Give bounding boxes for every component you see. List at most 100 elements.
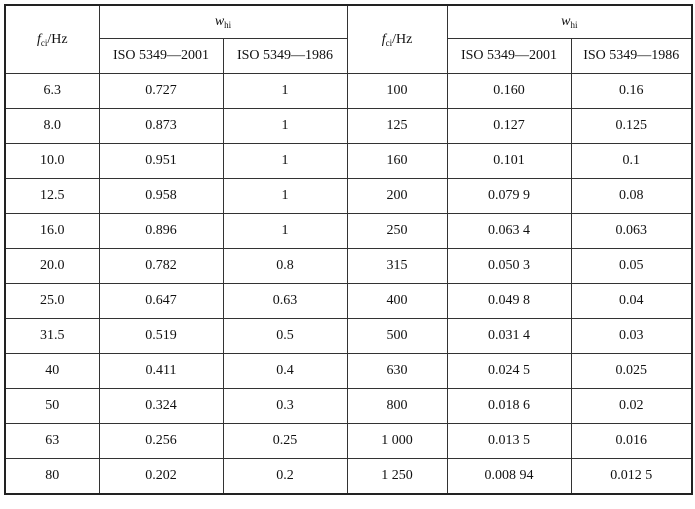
- freq-cell: 50: [4, 388, 100, 424]
- iso1986-cell: 0.3: [222, 388, 348, 424]
- iso2001-cell: 0.951: [98, 143, 224, 179]
- freq-cell: 6.3: [4, 73, 100, 109]
- freq-cell: 31.5: [4, 318, 100, 354]
- iso2001-cell: 0.127: [446, 108, 572, 144]
- freq-cell: 25.0: [4, 283, 100, 319]
- col-iso-2001-left: ISO 5349—2001: [98, 38, 224, 74]
- freq-cell: 315: [346, 248, 448, 284]
- freq-unit: /Hz: [392, 31, 413, 47]
- iso1986-cell: 0.125: [570, 108, 694, 144]
- freq-cell: 500: [346, 318, 448, 354]
- iso2001-cell: 0.324: [98, 388, 224, 424]
- iso1986-cell: 0.016: [570, 423, 694, 459]
- iso2001-cell: 0.202: [98, 458, 224, 495]
- table-body: 6.3 0.727 1 100 0.160 0.16 8.0 0.873 1 125 0.127 0.…: [4, 73, 694, 495]
- iso2001-cell: 0.013 5: [446, 423, 572, 459]
- freq-cell: 1 250: [346, 458, 448, 495]
- iso2001-cell: 0.873: [98, 108, 224, 144]
- freq-subscript: ci: [385, 37, 393, 48]
- table-row: 63 0.256 0.25 1 000 0.013 5 0.016: [4, 423, 694, 459]
- iso2001-cell: 0.079 9: [446, 178, 572, 214]
- iso1986-cell: 0.16: [570, 73, 694, 109]
- weight-header-left: whi: [98, 4, 348, 39]
- iso2001-cell: 0.101: [446, 143, 572, 179]
- table-row: 31.5 0.519 0.5 500 0.031 4 0.03: [4, 318, 694, 354]
- table-row: 12.5 0.958 1 200 0.079 9 0.08: [4, 178, 694, 214]
- col-iso-1986-left: ISO 5349—1986: [222, 38, 348, 74]
- freq-cell: 40: [4, 353, 100, 389]
- weight-symbol: w: [214, 14, 225, 29]
- freq-subscript: ci: [40, 37, 48, 48]
- iso1986-cell: 1: [222, 73, 348, 109]
- freq-cell: 200: [346, 178, 448, 214]
- weight-header-right: whi: [446, 4, 694, 39]
- iso2001-cell: 0.008 94: [446, 458, 572, 495]
- iso1986-cell: 0.08: [570, 178, 694, 214]
- iso2001-cell: 0.519: [98, 318, 224, 354]
- freq-cell: 80: [4, 458, 100, 495]
- iso1986-cell: 1: [222, 178, 348, 214]
- iso1986-cell: 0.5: [222, 318, 348, 354]
- freq-symbol: f: [36, 31, 41, 47]
- iso1986-cell: 0.02: [570, 388, 694, 424]
- table-row: 10.0 0.951 1 160 0.101 0.1: [4, 143, 694, 179]
- iso1986-cell: 0.25: [222, 423, 348, 459]
- freq-cell: 63: [4, 423, 100, 459]
- iso1986-cell: 0.8: [222, 248, 348, 284]
- iso2001-cell: 0.049 8: [446, 283, 572, 319]
- freq-cell: 400: [346, 283, 448, 319]
- iso1986-cell: 0.1: [570, 143, 694, 179]
- iso2001-cell: 0.024 5: [446, 353, 572, 389]
- frequency-header-left: fci/Hz: [4, 4, 100, 74]
- table-row: 25.0 0.647 0.63 400 0.049 8 0.04: [4, 283, 694, 319]
- iso2001-cell: 0.160: [446, 73, 572, 109]
- iso1986-cell: 1: [222, 108, 348, 144]
- weighting-factor-table: fci/Hz whi fci/Hz whi ISO 5349—2001 ISO …: [4, 4, 694, 495]
- iso2001-cell: 0.896: [98, 213, 224, 249]
- iso1986-cell: 0.063: [570, 213, 694, 249]
- iso2001-cell: 0.050 3: [446, 248, 572, 284]
- freq-cell: 100: [346, 73, 448, 109]
- iso1986-cell: 0.04: [570, 283, 694, 319]
- freq-cell: 160: [346, 143, 448, 179]
- weight-subscript: hi: [570, 20, 578, 30]
- iso2001-cell: 0.411: [98, 353, 224, 389]
- freq-cell: 20.0: [4, 248, 100, 284]
- iso2001-cell: 0.958: [98, 178, 224, 214]
- iso1986-cell: 1: [222, 213, 348, 249]
- iso2001-cell: 0.063 4: [446, 213, 572, 249]
- iso2001-cell: 0.018 6: [446, 388, 572, 424]
- iso2001-cell: 0.727: [98, 73, 224, 109]
- table-row: 50 0.324 0.3 800 0.018 6 0.02: [4, 388, 694, 424]
- col-iso-1986-right: ISO 5349—1986: [570, 38, 694, 74]
- table-row: 80 0.202 0.2 1 250 0.008 94 0.012 5: [4, 458, 694, 495]
- table-row: 40 0.411 0.4 630 0.024 5 0.025: [4, 353, 694, 389]
- iso1986-cell: 0.025: [570, 353, 694, 389]
- iso1986-cell: 0.05: [570, 248, 694, 284]
- table-row: 20.0 0.782 0.8 315 0.050 3 0.05: [4, 248, 694, 284]
- table-row: 6.3 0.727 1 100 0.160 0.16: [4, 73, 694, 109]
- iso1986-cell: 1: [222, 143, 348, 179]
- iso2001-cell: 0.256: [98, 423, 224, 459]
- freq-cell: 125: [346, 108, 448, 144]
- iso1986-cell: 0.63: [222, 283, 348, 319]
- frequency-header-right: fci/Hz: [346, 4, 448, 74]
- freq-cell: 250: [346, 213, 448, 249]
- freq-cell: 10.0: [4, 143, 100, 179]
- freq-cell: 8.0: [4, 108, 100, 144]
- freq-cell: 630: [346, 353, 448, 389]
- freq-unit: /Hz: [47, 31, 68, 47]
- freq-cell: 800: [346, 388, 448, 424]
- freq-cell: 1 000: [346, 423, 448, 459]
- table-row: 8.0 0.873 1 125 0.127 0.125: [4, 108, 694, 144]
- weight-symbol: w: [561, 14, 571, 29]
- iso1986-cell: 0.4: [222, 353, 348, 389]
- freq-cell: 12.5: [4, 178, 100, 214]
- iso2001-cell: 0.647: [98, 283, 224, 319]
- table-row: 16.0 0.896 1 250 0.063 4 0.063: [4, 213, 694, 249]
- col-iso-2001-right: ISO 5349—2001: [446, 38, 572, 74]
- iso2001-cell: 0.031 4: [446, 318, 572, 354]
- iso2001-cell: 0.782: [98, 248, 224, 284]
- iso1986-cell: 0.012 5: [570, 458, 694, 495]
- freq-cell: 16.0: [4, 213, 100, 249]
